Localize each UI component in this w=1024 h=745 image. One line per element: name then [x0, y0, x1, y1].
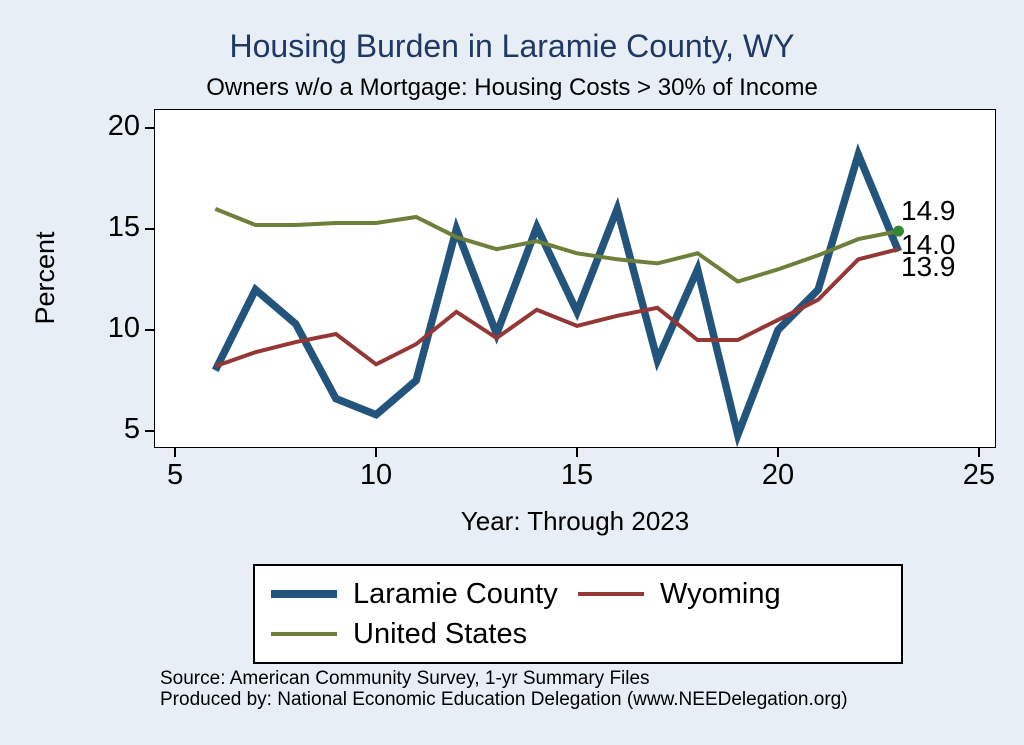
- legend-label-united-states: United States: [353, 617, 528, 650]
- x-tick-mark: [576, 448, 578, 457]
- x-tick-mark: [174, 448, 177, 457]
- x-tick-label: 5: [167, 459, 184, 491]
- series-line-wyoming: [214, 246, 899, 368]
- y-tick-mark: [145, 127, 154, 130]
- y-tick-mark: [145, 429, 154, 432]
- x-tick-label: 15: [560, 459, 594, 491]
- legend-label-wyoming: Wyoming: [660, 577, 781, 610]
- end-point-marker: [892, 225, 904, 237]
- legend: Laramie County Wyoming United States: [253, 564, 903, 664]
- y-tick-mark: [145, 328, 154, 331]
- series-line-laramie-county: [211, 142, 902, 447]
- y-tick-label: 10: [107, 311, 140, 344]
- x-tick-label: 25: [962, 459, 996, 491]
- x-tick-mark: [776, 448, 779, 457]
- end-value-label: 14.9: [901, 194, 956, 226]
- x-tick-label: 20: [761, 459, 795, 491]
- y-axis-title: Percent: [30, 231, 60, 325]
- footer: Source: American Community Survey, 1-yr …: [160, 668, 848, 710]
- legend-swatch-united-states: [271, 631, 337, 637]
- legend-swatch-laramie-county: [271, 589, 337, 599]
- y-tick-label: 20: [107, 110, 140, 143]
- plot-svg: [211, 142, 904, 447]
- x-tick-mark: [375, 448, 378, 457]
- legend-label-laramie-county: Laramie County: [353, 577, 558, 610]
- y-tick-label: 5: [123, 412, 140, 445]
- legend-item-united-states: United States: [271, 615, 578, 653]
- plot-area: [153, 108, 996, 448]
- chart-title: Housing Burden in Laramie County, WY: [229, 28, 795, 64]
- legend-item-laramie-county: Laramie County: [271, 575, 578, 613]
- x-axis-title: Year: Through 2023: [460, 506, 690, 536]
- y-tick-mark: [145, 228, 154, 231]
- x-tick-label: 10: [359, 459, 393, 491]
- produced-note: Produced by: National Economic Education…: [160, 689, 848, 710]
- end-value-label: 13.9: [901, 251, 956, 283]
- legend-swatch-wyoming: [578, 591, 644, 597]
- source-note: Source: American Community Survey, 1-yr …: [160, 668, 650, 689]
- legend-item-wyoming: Wyoming: [578, 575, 885, 613]
- end-value-label: 14.0: [901, 229, 956, 261]
- x-tick-mark: [977, 448, 980, 457]
- y-tick-label: 15: [107, 211, 140, 244]
- series-line-united-states: [214, 206, 899, 284]
- chart-subtitle: Owners w/o a Mortgage: Housing Costs > 3…: [206, 74, 818, 101]
